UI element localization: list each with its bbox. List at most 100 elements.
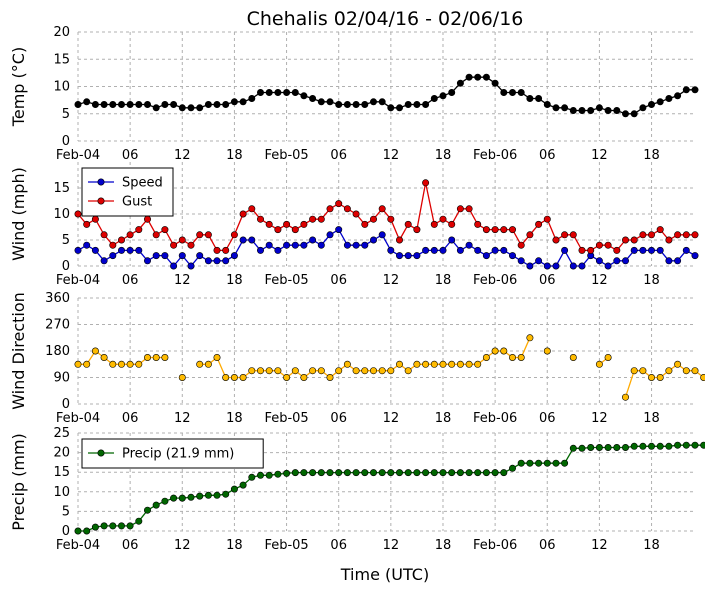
data-point — [239, 236, 247, 244]
data-point — [682, 367, 690, 375]
data-point — [74, 527, 82, 535]
x-tick-label: Feb-04 — [56, 411, 100, 426]
data-point — [118, 360, 126, 368]
data-point — [430, 95, 438, 103]
data-point — [109, 101, 117, 109]
data-point — [100, 257, 108, 265]
data-point — [283, 241, 291, 249]
x-tick-label: 12 — [383, 411, 400, 426]
data-point — [639, 104, 647, 112]
x-tick-label: 18 — [643, 148, 660, 163]
y-axis-label: Wind Direction — [9, 292, 28, 410]
x-tick-label: Feb-06 — [473, 538, 517, 553]
data-point — [456, 360, 464, 368]
data-point — [126, 101, 134, 109]
data-point — [352, 101, 360, 109]
data-point — [291, 226, 299, 234]
data-point — [317, 98, 325, 106]
data-point — [178, 494, 186, 502]
series-line — [624, 363, 705, 398]
data-point — [474, 246, 482, 254]
legend-label: Gust — [122, 195, 152, 210]
data-point — [517, 353, 525, 361]
data-point — [170, 262, 178, 270]
data-point — [482, 469, 490, 477]
y-tick-label: 0 — [62, 524, 70, 539]
data-point — [196, 492, 204, 500]
data-point — [196, 104, 204, 112]
data-point — [500, 226, 508, 234]
data-point — [526, 459, 534, 467]
legend: Precip (21.9 mm) — [81, 438, 264, 469]
data-point — [187, 262, 195, 270]
data-point — [630, 110, 638, 118]
y-tick-label: 10 — [53, 485, 70, 500]
data-point — [621, 393, 629, 401]
data-point — [222, 246, 230, 254]
data-point — [144, 506, 152, 514]
data-point — [430, 360, 438, 368]
data-point — [230, 98, 238, 106]
data-point — [352, 210, 360, 218]
x-axis-label: Time (UTC) — [340, 565, 429, 584]
data-point — [83, 527, 91, 535]
panel-3: 0 90 180 270 360 Feb-04 06 12 18 Feb-05 06 12 18 Feb-… — [9, 291, 705, 426]
data-point — [395, 236, 403, 244]
data-point — [535, 257, 543, 265]
data-point — [439, 469, 447, 477]
data-point — [144, 257, 152, 265]
x-tick-label: 18 — [226, 273, 243, 288]
data-point — [691, 441, 699, 449]
data-point — [569, 444, 577, 452]
data-point — [83, 220, 91, 228]
x-tick-label: 12 — [174, 411, 191, 426]
data-point — [491, 246, 499, 254]
data-point — [109, 522, 117, 530]
data-point — [439, 360, 447, 368]
data-point — [100, 231, 108, 239]
data-point — [196, 252, 204, 260]
data-point — [535, 220, 543, 228]
data-point — [439, 215, 447, 223]
data-point — [265, 241, 273, 249]
x-tick-label: Feb-06 — [473, 411, 517, 426]
data-point — [256, 215, 264, 223]
y-tick-label: 15 — [53, 465, 70, 480]
data-point — [691, 252, 699, 260]
data-point — [422, 246, 430, 254]
data-point — [309, 367, 317, 375]
data-point — [317, 215, 325, 223]
x-tick-label: Feb-06 — [473, 273, 517, 288]
x-tick-label: 06 — [539, 538, 556, 553]
data-point — [691, 86, 699, 94]
x-tick-label: 12 — [383, 148, 400, 163]
data-point — [430, 246, 438, 254]
x-tick-label: 12 — [591, 273, 608, 288]
x-tick-label: 12 — [174, 538, 191, 553]
data-point — [144, 101, 152, 109]
x-tick-label: Feb-04 — [56, 273, 100, 288]
y-tick-label: 20 — [53, 446, 70, 461]
data-point — [309, 236, 317, 244]
series-precip — [74, 441, 705, 535]
data-point — [413, 101, 421, 109]
data-point — [317, 241, 325, 249]
data-point — [369, 236, 377, 244]
legend-marker — [97, 449, 105, 457]
data-point — [535, 459, 543, 467]
x-tick-label: 06 — [330, 273, 347, 288]
data-point — [387, 104, 395, 112]
data-point — [283, 469, 291, 477]
data-point — [343, 101, 351, 109]
data-point — [647, 231, 655, 239]
data-point — [682, 246, 690, 254]
data-point — [491, 226, 499, 234]
x-tick-label: Feb-05 — [264, 273, 308, 288]
data-point — [222, 101, 230, 109]
x-tick-label: 12 — [383, 538, 400, 553]
series-values — [74, 73, 699, 118]
data-point — [543, 459, 551, 467]
data-point — [587, 246, 595, 254]
data-point — [508, 226, 516, 234]
data-point — [482, 252, 490, 260]
